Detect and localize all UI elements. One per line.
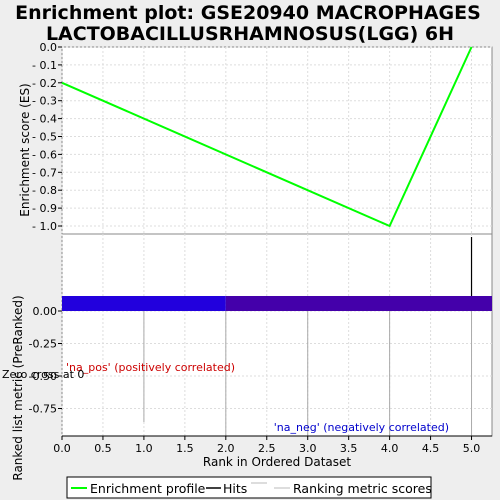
enrichment-profile-line: [61, 46, 473, 228]
es-tick-label-2: - 0.2: [32, 77, 57, 90]
es-tick-label-7: - 0.7: [32, 166, 57, 179]
metric-tick-label-3: -0.75: [29, 403, 57, 416]
x-tick-label-6: 3.0: [299, 442, 317, 455]
ranking-metric-lines: [143, 311, 473, 436]
metric-tick-label-0: 0.00: [33, 305, 58, 318]
es-tick-label-3: - 0.3: [32, 95, 57, 108]
es-tick-label-0: 0.0: [40, 41, 58, 54]
x-tick-label-5: 2.5: [258, 442, 276, 455]
metric-tick-label-2: -0.50: [29, 370, 57, 383]
x-tick-label-3: 1.5: [176, 442, 194, 455]
metric-y-ticks: 0.00 -0.25 -0.50 -0.75: [29, 305, 62, 416]
zero-cross-label: Zero cross at 0: [2, 368, 84, 381]
metric-y-axis-label: Ranked list metric (PreRanked): [11, 295, 25, 480]
es-y-axis-label: Enrichment score (ES): [18, 83, 32, 216]
legend-box: [66, 476, 432, 499]
x-tick-label-8: 4.0: [381, 442, 399, 455]
x-tick-label-7: 3.5: [340, 442, 358, 455]
x-tick-label-9: 4.5: [422, 442, 440, 455]
es-tick-label-5: - 0.5: [32, 131, 57, 144]
es-y-ticks: 0.0 - 0.1 - 0.2 - 0.3 - 0.4 - 0.5 - 0.6 - 0.7 - …: [32, 41, 62, 233]
legend-hits-label: Hits: [223, 481, 247, 496]
metric-plot-area: [61, 233, 493, 437]
es-tick-label-4: - 0.4: [32, 113, 57, 126]
chart-title-line-1: Enrichment plot: GSE20940 MACROPHAGES: [15, 2, 481, 24]
legend-item-hits: Hits: [206, 481, 247, 496]
es-tick-label-1: - 0.1: [32, 59, 57, 72]
positive-correlation-label: 'na_pos' (positively correlated): [66, 361, 235, 374]
rank-bar-segment-0: [62, 296, 226, 311]
x-tick-label-10: 5.0: [463, 442, 481, 455]
es-tick-label-10: - 1.0: [32, 220, 57, 233]
chart-title-line-2: LACTOBACILLUSRHAMNOSUS(LGG) 6H: [46, 23, 454, 45]
legend-item-enrichment-profile: Enrichment profile: [71, 481, 206, 496]
es-tick-label-6: - 0.6: [32, 148, 57, 161]
legend-ranking-metric-label: Ranking metric scores: [293, 481, 432, 496]
es-plot-area: [61, 46, 493, 235]
es-tick-label-9: - 0.9: [32, 202, 57, 215]
x-tick-label-4: 2.0: [217, 442, 235, 455]
x-axis-label: Rank in Ordered Dataset: [203, 455, 351, 469]
x-tick-label-2: 1.0: [135, 442, 153, 455]
rank-color-bar: [62, 296, 493, 311]
x-ticks: 0.0 0.5 1.0 1.5 2.0 2.5 3.0 3.5 4.0 4.5 5.0: [53, 436, 480, 455]
rank-bar-segment-1: [225, 296, 493, 311]
legend-enrichment-profile-label: Enrichment profile: [90, 481, 206, 496]
es-grid: [61, 46, 492, 234]
x-tick-label-1: 0.5: [94, 442, 112, 455]
metric-tick-label-1: -0.25: [29, 338, 57, 351]
negative-correlation-label: 'na_neg' (negatively correlated): [274, 421, 449, 434]
es-tick-label-8: - 0.8: [32, 184, 57, 197]
legend-item-ranking-metric-scores: Ranking metric scores: [251, 481, 432, 496]
x-tick-label-0: 0.0: [53, 442, 71, 455]
